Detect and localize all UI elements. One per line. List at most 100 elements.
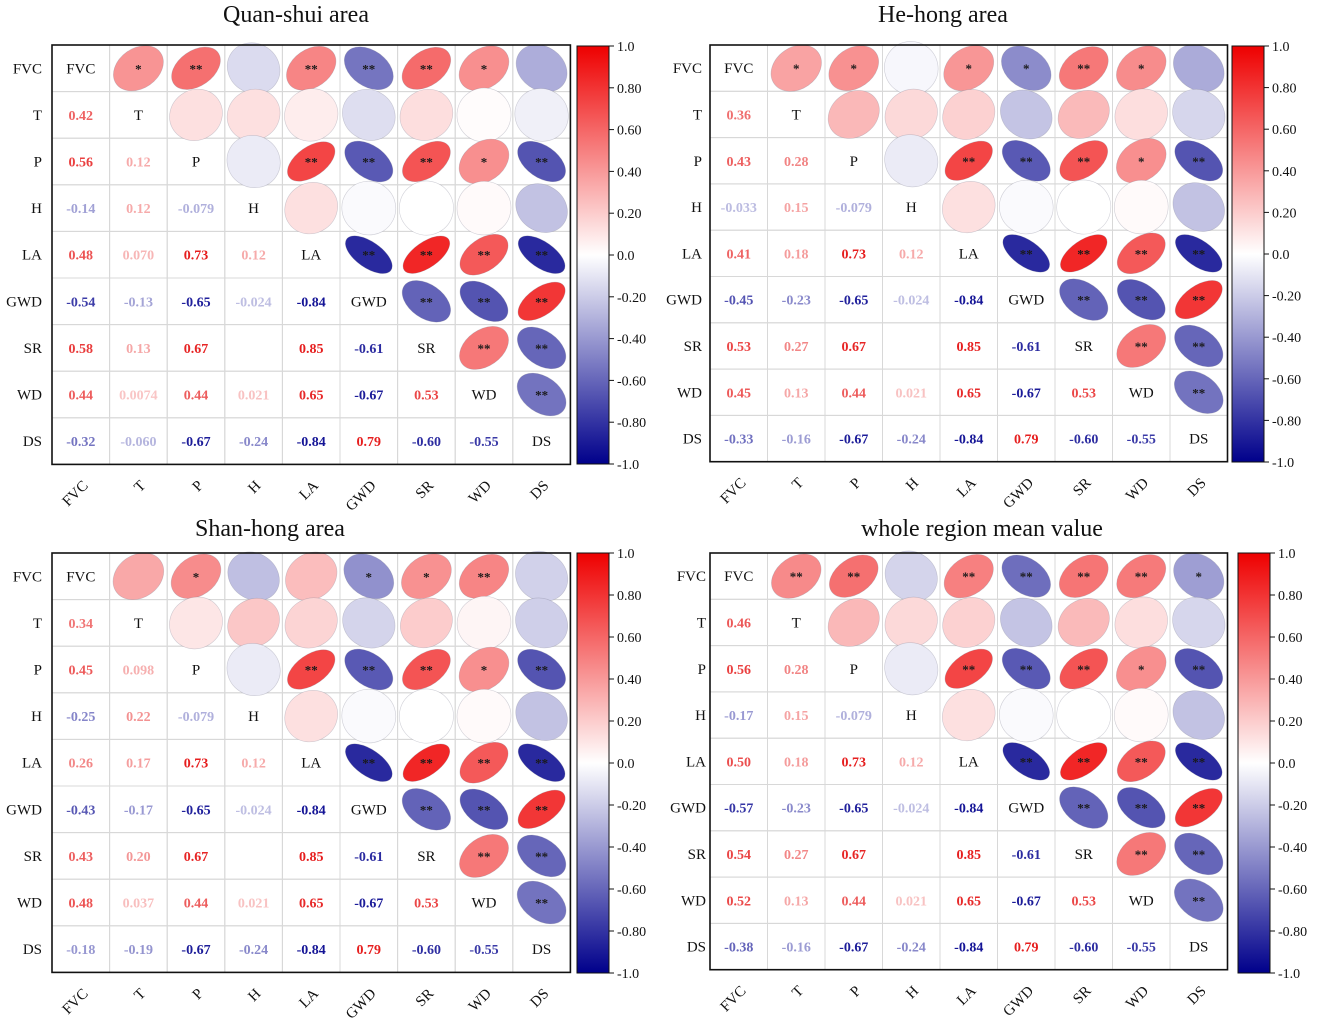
column-label: LA <box>954 983 980 1009</box>
row-label: WD <box>681 893 706 909</box>
panel-title: He-hong area <box>878 2 1008 28</box>
correlation-value: -0.55 <box>469 943 498 958</box>
row-label: WD <box>17 388 42 404</box>
panel-title: Shan-hong area <box>195 516 345 542</box>
correlation-value: 0.53 <box>414 897 439 912</box>
correlation-ellipse <box>341 688 397 744</box>
row-label: DS <box>683 432 702 448</box>
correlation-ellipse <box>1060 742 1108 781</box>
column-label: DS <box>1185 983 1210 1008</box>
correlation-ellipse <box>344 648 394 691</box>
correlation-value: -0.60 <box>412 943 441 958</box>
colorbar-tick-label: -1.0 <box>617 458 639 473</box>
significance-marker: ** <box>420 155 433 170</box>
correlation-ellipse <box>399 688 454 744</box>
correlation-ellipse <box>169 88 223 141</box>
significance-marker: ** <box>535 155 548 170</box>
correlation-value: 0.79 <box>357 943 382 958</box>
correlation-ellipse <box>1174 832 1224 876</box>
correlation-ellipse <box>1059 278 1109 321</box>
correlation-value: -0.079 <box>836 201 872 216</box>
colorbar-scale <box>1231 45 1265 463</box>
correlation-value: -0.65 <box>181 803 210 818</box>
significance-marker: ** <box>1020 569 1033 584</box>
significance-marker: ** <box>1020 754 1033 769</box>
matrix-cell <box>224 324 283 372</box>
row-label: SR <box>684 339 702 355</box>
significance-marker: ** <box>478 756 491 771</box>
correlation-value: -0.61 <box>354 850 383 865</box>
correlation-ellipse <box>828 45 879 91</box>
diagonal-label: FVC <box>66 61 95 77</box>
significance-marker: ** <box>962 569 975 584</box>
diagonal-label: LA <box>959 754 979 770</box>
significance-marker: ** <box>1077 662 1090 677</box>
diagonal-label: SR <box>1075 339 1093 355</box>
correlation-ellipse <box>770 44 822 92</box>
row-label: LA <box>686 754 706 770</box>
column-label: H <box>903 983 922 1002</box>
correlation-ellipse <box>1117 279 1166 321</box>
colorbar-tick-label: -0.60 <box>1272 373 1301 388</box>
colorbar-tick-label: 0.0 <box>617 249 635 264</box>
diagonal-label: P <box>850 662 858 678</box>
correlation-value: 0.18 <box>784 247 809 262</box>
correlation-ellipse <box>517 648 566 691</box>
diagonal-label: GWD <box>351 294 387 310</box>
correlation-value: 0.85 <box>957 848 982 863</box>
correlation-value: 0.28 <box>784 155 809 170</box>
correlation-value: -0.13 <box>124 295 153 310</box>
colorbar-tick-label: 0.60 <box>617 631 642 646</box>
correlation-value: 0.12 <box>126 202 151 217</box>
colorbar-tick-label: 1.0 <box>1272 40 1290 55</box>
colorbar: 1.0 0.80 0.60 0.40 0.20 0.0 -0.20 -0.40 -0.60 -0.… <box>576 547 646 982</box>
correlation-value: 0.65 <box>957 894 982 909</box>
correlation-ellipse <box>884 642 939 696</box>
correlation-value: 0.67 <box>842 848 867 863</box>
correlation-ellipse <box>1001 648 1051 690</box>
correlation-ellipse <box>344 140 394 183</box>
correlation-value: 0.12 <box>241 249 266 264</box>
colorbar-tick-label: -0.20 <box>1272 290 1301 305</box>
correlation-value: 0.58 <box>69 342 94 357</box>
diagonal-label: DS <box>532 434 551 450</box>
correlation-ellipse <box>1056 179 1112 235</box>
significance-marker: ** <box>362 756 375 771</box>
significance-marker: * <box>481 663 488 678</box>
column-label: GWD <box>1000 983 1037 1020</box>
colorbar-tick-label: 0.20 <box>617 207 642 222</box>
column-label: SR <box>1070 983 1094 1007</box>
correlation-ellipse <box>287 649 336 690</box>
column-label: WD <box>1123 983 1152 1012</box>
correlation-ellipse <box>1172 88 1226 141</box>
correlation-ellipse <box>459 326 509 370</box>
correlation-value: 0.021 <box>238 389 270 404</box>
diagonal-label: FVC <box>724 569 753 585</box>
column-label: P <box>847 475 864 492</box>
correlation-ellipse <box>1058 46 1109 90</box>
colorbar-tick-label: 0.0 <box>1278 757 1296 772</box>
correlation-ellipse <box>227 597 280 648</box>
significance-marker: * <box>1138 662 1145 677</box>
correlation-value: -0.60 <box>412 435 441 450</box>
significance-marker: ** <box>1135 339 1148 354</box>
colorbar-tick-label: 1.0 <box>1278 547 1296 562</box>
correlation-value: -0.67 <box>839 941 868 956</box>
colorbar-tick-label: 0.20 <box>617 715 642 730</box>
diagonal-label: P <box>192 155 200 171</box>
correlation-ellipse <box>459 280 509 322</box>
correlation-ellipse <box>284 690 338 743</box>
correlation-ellipse <box>1116 646 1167 692</box>
correlation-value: -0.24 <box>239 943 268 958</box>
correlation-value: -0.60 <box>1069 433 1098 448</box>
correlation-value: -0.84 <box>297 295 326 310</box>
colorbar: 1.0 0.80 0.60 0.40 0.20 0.0 -0.20 -0.40 -0.60 -0.… <box>576 40 646 473</box>
row-label: SR <box>24 341 42 357</box>
significance-marker: ** <box>362 248 375 263</box>
correlation-value: -0.033 <box>721 201 757 216</box>
correlation-ellipse <box>1114 596 1168 649</box>
correlation-value: -0.079 <box>836 709 872 724</box>
column-label: DS <box>528 986 553 1011</box>
correlation-ellipse <box>458 138 510 185</box>
correlation-value: -0.65 <box>839 802 868 817</box>
